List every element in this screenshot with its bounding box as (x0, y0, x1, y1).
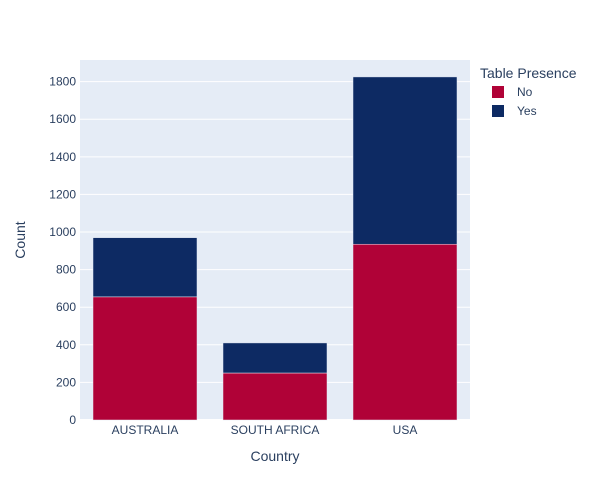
y-tick-label: 1000 (49, 225, 76, 239)
bar-no-usa (352, 243, 458, 421)
legend-swatch-no (492, 86, 504, 98)
legend-items: No Yes (492, 85, 537, 118)
x-tick-label: SOUTH AFRICA (231, 423, 320, 437)
y-tick-label: 600 (56, 300, 76, 314)
bars (92, 76, 458, 421)
bar-yes-australia (92, 237, 198, 298)
bar-yes-south-africa (222, 342, 328, 374)
bar-no-australia (92, 296, 198, 421)
y-tick-label: 0 (69, 413, 76, 427)
x-axis-ticks: AUSTRALIA SOUTH AFRICA USA (112, 423, 418, 437)
x-axis-title: Country (250, 448, 299, 464)
legend-label-no: No (517, 85, 533, 99)
bar-no-south-africa (222, 372, 328, 421)
legend: Table Presence No Yes (480, 65, 577, 118)
y-tick-label: 200 (56, 375, 76, 389)
legend-swatch-yes (492, 105, 504, 117)
y-tick-label: 1800 (49, 75, 76, 89)
y-axis-ticks: 0 200 400 600 800 1000 1200 1400 1600 1800 (49, 75, 76, 427)
y-tick-label: 800 (56, 263, 76, 277)
y-tick-label: 1600 (49, 112, 76, 126)
bar-yes-usa (352, 76, 458, 245)
legend-label-yes: Yes (517, 104, 537, 118)
x-tick-label: AUSTRALIA (112, 423, 179, 437)
y-tick-label: 1400 (49, 150, 76, 164)
x-tick-label: USA (393, 423, 418, 437)
y-tick-label: 400 (56, 338, 76, 352)
y-tick-label: 1200 (49, 187, 76, 201)
y-axis-title: Count (12, 221, 28, 258)
legend-title: Table Presence (480, 65, 577, 81)
